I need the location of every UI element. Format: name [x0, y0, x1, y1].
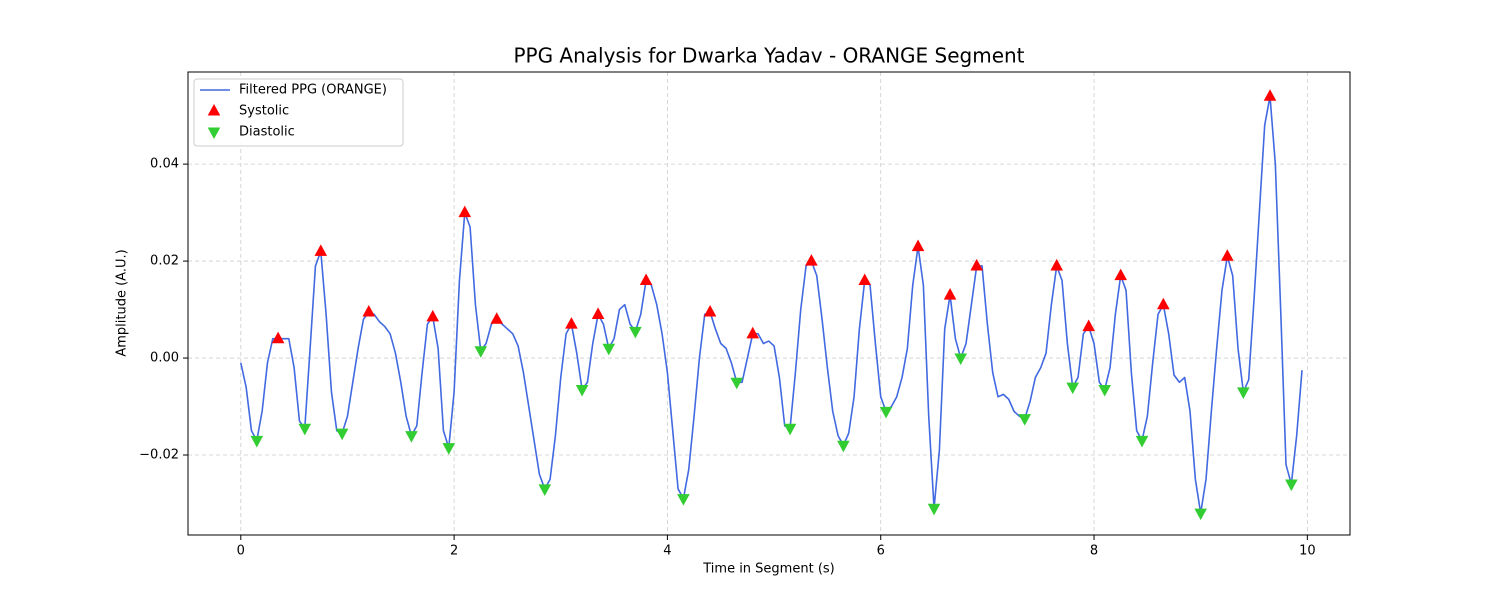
diastolic-marker	[677, 494, 690, 506]
diastolic-marker	[927, 503, 941, 516]
x-tick-label: 4	[663, 544, 671, 559]
systolic-marker	[1263, 89, 1277, 101]
diastolic-marker	[1098, 385, 1111, 397]
systolic-marker	[703, 304, 717, 317]
diastolic-marker	[575, 385, 589, 397]
legend-marker	[207, 127, 221, 139]
legend-label: Filtered PPG (ORANGE)	[239, 83, 387, 98]
diastolic-marker	[730, 377, 744, 390]
diastolic-marker	[1018, 414, 1032, 426]
x-tick-label: 6	[877, 544, 885, 559]
diastolic-marker	[405, 431, 418, 443]
systolic-marker	[426, 309, 440, 322]
systolic-marker	[911, 239, 925, 252]
x-tick-label: 2	[450, 544, 458, 559]
diastolic-marker	[837, 440, 850, 453]
y-tick-label: 0.04	[150, 157, 179, 172]
x-axis-label: Time in Segment (s)	[702, 562, 834, 577]
diastolic-marker	[474, 346, 488, 358]
legend-label: Diastolic	[239, 125, 295, 140]
diastolic-marker	[783, 423, 797, 436]
legend-box	[193, 78, 404, 147]
systolic-marker	[1221, 249, 1234, 261]
plot-frame	[187, 71, 1351, 536]
chart-title: PPG Analysis for Dwarka Yadav - ORANGE S…	[513, 44, 1024, 68]
systolic-marker	[1082, 319, 1095, 332]
systolic-marker	[858, 273, 872, 286]
diastolic-marker	[879, 406, 893, 419]
systolic-marker	[362, 304, 376, 317]
systolic-marker	[591, 307, 605, 319]
diastolic-marker	[629, 326, 642, 339]
systolic-marker	[458, 205, 472, 218]
x-tick-label: 8	[1090, 544, 1098, 559]
diastolic-marker	[1135, 435, 1149, 448]
y-tick-label: 0.00	[150, 351, 179, 366]
diastolic-marker	[1285, 479, 1298, 492]
diastolic-marker	[1237, 387, 1250, 399]
diastolic-marker	[250, 435, 264, 448]
systolic-marker	[490, 312, 504, 324]
systolic-marker	[746, 326, 760, 339]
diastolic-marker	[298, 423, 312, 436]
diastolic-marker	[538, 484, 552, 496]
systolic-marker	[970, 258, 984, 271]
y-axis-label: Amplitude (A.U.)	[115, 249, 130, 356]
x-tick-label: 10	[1299, 544, 1316, 559]
diastolic-marker	[602, 343, 616, 356]
diastolic-marker	[442, 443, 456, 455]
ppg-line	[240, 95, 1303, 514]
y-tick-label: −0.02	[139, 448, 179, 463]
systolic-marker	[1157, 297, 1170, 310]
systolic-marker	[639, 273, 653, 286]
systolic-marker	[271, 331, 285, 344]
systolic-marker	[1114, 268, 1127, 281]
legend-label: Systolic	[239, 104, 289, 119]
diastolic-marker	[1194, 508, 1207, 521]
y-tick-label: 0.02	[150, 254, 179, 269]
diastolic-marker	[954, 353, 968, 366]
systolic-marker	[1050, 258, 1064, 271]
systolic-marker	[805, 254, 818, 266]
diastolic-marker	[335, 428, 349, 441]
systolic-marker	[565, 317, 578, 329]
x-tick-label: 0	[237, 544, 245, 559]
diastolic-marker	[1066, 382, 1079, 395]
legend-marker	[207, 104, 221, 116]
systolic-marker	[943, 288, 957, 300]
systolic-marker	[314, 244, 328, 256]
